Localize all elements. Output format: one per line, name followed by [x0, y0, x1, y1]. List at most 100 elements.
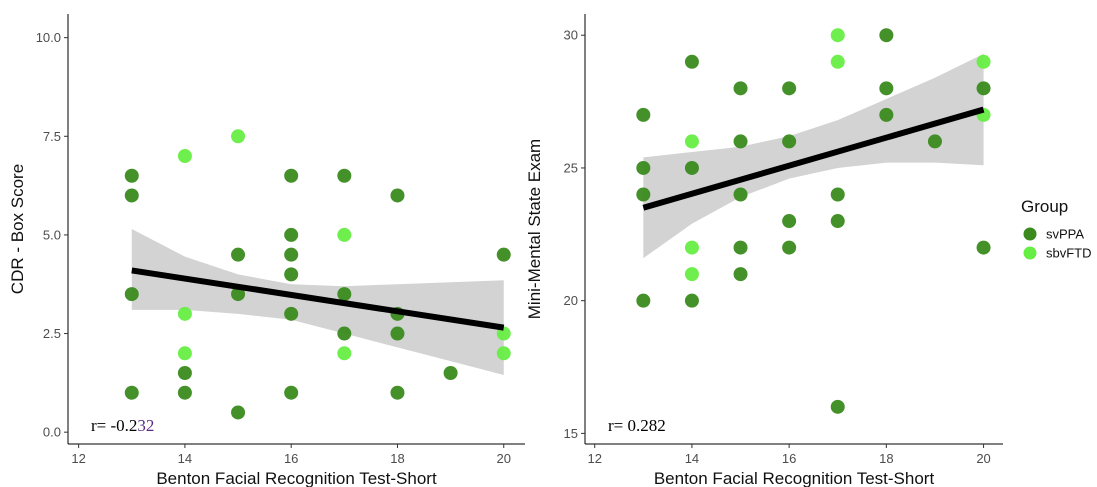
x-tick-label: 18 [879, 451, 893, 466]
data-point-svppa [284, 247, 299, 262]
data-point-svppa [496, 247, 511, 262]
correlation-prefix: r= -0.2 [91, 416, 137, 435]
fit-line-layer [131, 267, 505, 331]
data-point-svppa [733, 81, 748, 96]
data-point-svppa [733, 134, 748, 149]
data-point-sbvftd [830, 28, 845, 43]
legend-title: Group [1021, 197, 1068, 216]
y-tick-label: 5.0 [43, 227, 61, 242]
data-point-svppa [177, 385, 192, 400]
legend-label-svppa: svPPA [1046, 227, 1084, 242]
y-tick-label: 0.0 [43, 425, 61, 440]
data-point-svppa [124, 168, 139, 183]
data-point-svppa [284, 267, 299, 282]
data-point-svppa [337, 287, 352, 302]
y-axis-title: Mini-Mental State Exam [525, 139, 544, 319]
x-tick-label: 14 [178, 451, 192, 466]
data-point-svppa [177, 365, 192, 380]
data-point-svppa [284, 306, 299, 321]
data-point-svppa [636, 160, 651, 175]
data-point-sbvftd [830, 54, 845, 69]
points-layer [636, 28, 991, 414]
data-point-svppa [830, 214, 845, 229]
y-tick-label: 15 [564, 426, 578, 441]
x-tick-label: 16 [284, 451, 298, 466]
data-point-sbvftd [976, 54, 991, 69]
data-point-svppa [231, 247, 246, 262]
x-axis-title: Benton Facial Recognition Test-Short [654, 469, 935, 487]
data-point-svppa [231, 405, 246, 420]
data-point-sbvftd [684, 134, 699, 149]
data-point-svppa [124, 385, 139, 400]
data-point-svppa [684, 160, 699, 175]
mmse-panel: 12 14 16 18 20 15 20 25 30 Benton Facial Recogni… [525, 14, 1003, 487]
data-point-sbvftd [231, 129, 246, 144]
fit-line-layer [642, 106, 985, 211]
plot-background [68, 14, 525, 444]
data-point-svppa [337, 326, 352, 341]
y-tick-label: 7.5 [43, 129, 61, 144]
x-tick-label: 16 [782, 451, 796, 466]
data-point-svppa [684, 54, 699, 69]
regression-line [642, 106, 985, 211]
data-point-svppa [390, 326, 405, 341]
correlation-annotation: r= -0.232 [91, 416, 154, 435]
data-point-svppa [927, 134, 942, 149]
data-point-svppa [782, 134, 797, 149]
x-tick-label: 12 [71, 451, 85, 466]
data-point-svppa [636, 293, 651, 308]
cdr-panel: 12 14 16 18 20 0.0 2.5 5.0 7.5 10.0 Benton Facial… [8, 14, 525, 487]
data-point-sbvftd [177, 149, 192, 164]
data-point-svppa [636, 107, 651, 122]
axes-layer: 12 14 16 18 20 0.0 2.5 5.0 7.5 10.0 [36, 14, 525, 466]
data-point-svppa [284, 227, 299, 242]
data-point-svppa [879, 81, 894, 96]
correlation-prefix: r= 0.282 [608, 416, 666, 435]
legend-swatch-sbvftd [1023, 246, 1037, 260]
data-point-svppa [830, 187, 845, 202]
y-tick-label: 10.0 [36, 30, 61, 45]
data-point-svppa [390, 188, 405, 203]
data-point-sbvftd [177, 346, 192, 361]
data-point-sbvftd [337, 227, 352, 242]
x-axis-title: Benton Facial Recognition Test-Short [156, 469, 437, 487]
points-layer [124, 129, 511, 420]
y-tick-label: 30 [564, 28, 578, 43]
x-tick-label: 14 [685, 451, 699, 466]
data-point-svppa [976, 240, 991, 255]
data-point-svppa [636, 187, 651, 202]
data-point-sbvftd [684, 240, 699, 255]
data-point-sbvftd [496, 346, 511, 361]
data-point-svppa [337, 168, 352, 183]
data-point-svppa [443, 365, 458, 380]
y-tick-label: 2.5 [43, 326, 61, 341]
data-point-svppa [976, 81, 991, 96]
regression-line [131, 267, 505, 331]
data-point-svppa [879, 28, 894, 43]
data-point-sbvftd [177, 306, 192, 321]
correlation-suffix: 32 [137, 416, 154, 435]
data-point-svppa [733, 240, 748, 255]
data-point-svppa [733, 267, 748, 282]
data-point-svppa [830, 399, 845, 414]
x-tick-label: 12 [587, 451, 601, 466]
data-point-svppa [782, 214, 797, 229]
axes-layer: 12 14 16 18 20 15 20 25 30 [564, 14, 1003, 466]
data-point-svppa [684, 293, 699, 308]
data-point-svppa [390, 385, 405, 400]
data-point-svppa [124, 287, 139, 302]
legend-label-sbvftd: sbvFTD [1046, 246, 1092, 261]
data-point-svppa [284, 168, 299, 183]
data-point-svppa [231, 287, 246, 302]
x-tick-label: 20 [497, 451, 511, 466]
data-point-svppa [782, 240, 797, 255]
x-tick-label: 18 [390, 451, 404, 466]
y-tick-label: 25 [564, 160, 578, 175]
x-tick-label: 20 [976, 451, 990, 466]
data-point-svppa [124, 188, 139, 203]
y-axis-title: CDR - Box Score [8, 164, 27, 294]
data-point-svppa [733, 187, 748, 202]
correlation-annotation: r= 0.282 [608, 416, 666, 435]
y-tick-label: 20 [564, 293, 578, 308]
